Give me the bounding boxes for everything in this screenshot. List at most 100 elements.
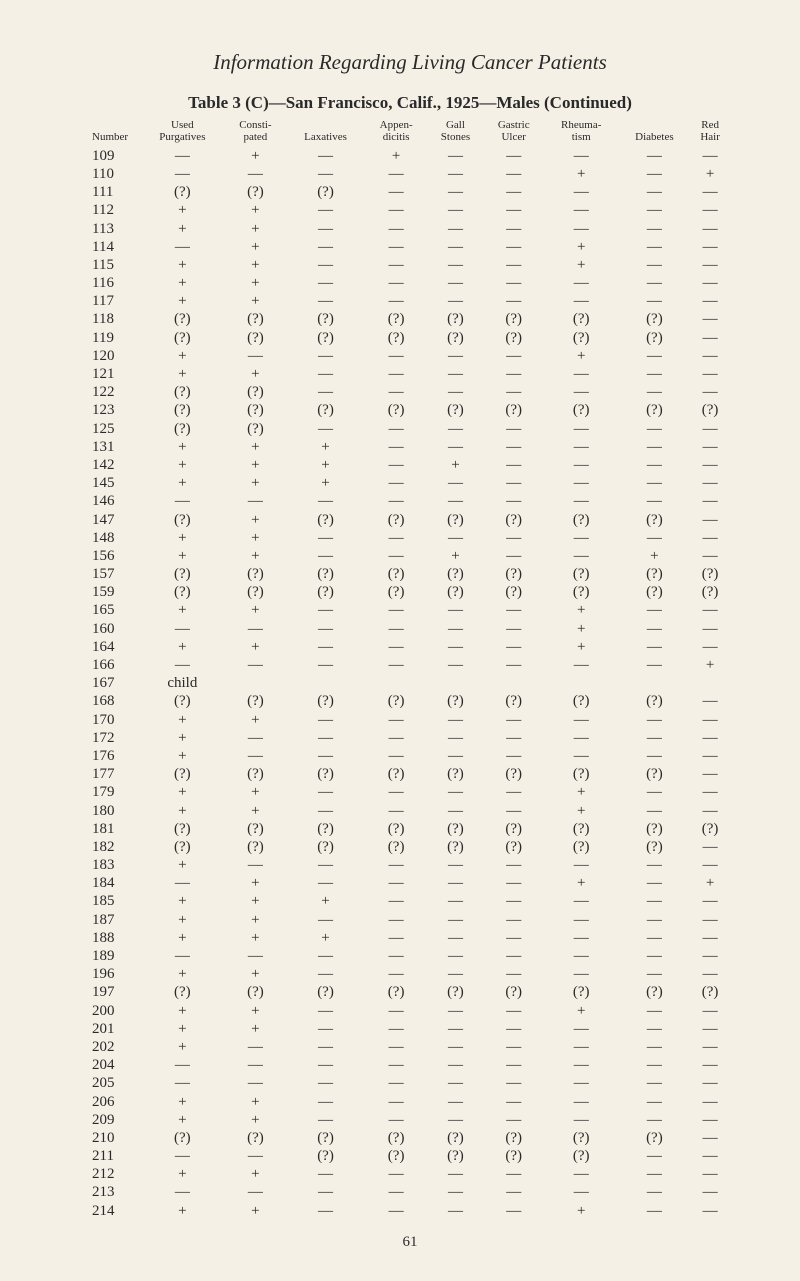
data-cell: (?)	[225, 766, 286, 784]
data-cell: —	[427, 656, 483, 674]
row-number-cell: 112	[90, 202, 140, 220]
data-cell: —	[690, 1202, 730, 1220]
data-cell: —	[140, 147, 225, 165]
data-cell: —	[690, 238, 730, 256]
data-cell: —	[619, 966, 691, 984]
data-cell: —	[427, 220, 483, 238]
data-cell: —	[427, 238, 483, 256]
data-cell: —	[140, 1184, 225, 1202]
data-cell: (?)	[140, 311, 225, 329]
data-cell: (?)	[544, 566, 619, 584]
data-cell: —	[427, 947, 483, 965]
data-cell: +	[140, 347, 225, 365]
data-cell: +	[225, 438, 286, 456]
data-cell: —	[484, 656, 544, 674]
data-cell: —	[140, 875, 225, 893]
data-cell: —	[427, 602, 483, 620]
table-row: 181(?)(?)(?)(?)(?)(?)(?)(?)(?)	[90, 820, 730, 838]
data-cell: —	[365, 220, 427, 238]
data-cell: —	[690, 293, 730, 311]
data-cell: —	[365, 1020, 427, 1038]
data-cell: (?)	[619, 402, 691, 420]
data-cell: —	[365, 438, 427, 456]
data-cell: —	[225, 1038, 286, 1056]
data-cell: —	[225, 747, 286, 765]
data-cell: —	[690, 529, 730, 547]
data-cell: (?)	[140, 820, 225, 838]
data-cell: +	[225, 784, 286, 802]
table-row: 183+————————	[90, 857, 730, 875]
data-cell: (?)	[365, 329, 427, 347]
data-cell: —	[544, 729, 619, 747]
table-row: 211——(?)(?)(?)(?)(?)——	[90, 1148, 730, 1166]
data-cell: —	[427, 911, 483, 929]
data-cell: (?)	[225, 693, 286, 711]
data-cell: —	[427, 365, 483, 383]
data-cell: —	[690, 766, 730, 784]
data-cell: (?)	[140, 184, 225, 202]
data-cell: +	[225, 1002, 286, 1020]
data-cell: +	[365, 147, 427, 165]
row-number-cell: 114	[90, 238, 140, 256]
data-cell: +	[619, 547, 691, 565]
table-row: 176+————————	[90, 747, 730, 765]
data-cell: —	[286, 1020, 365, 1038]
data-cell: —	[484, 547, 544, 565]
col-header: Rheuma-tism	[544, 119, 619, 147]
data-cell: —	[690, 438, 730, 456]
row-number-cell: 166	[90, 656, 140, 674]
data-cell: +	[140, 293, 225, 311]
data-cell: +	[140, 929, 225, 947]
data-cell: —	[427, 1038, 483, 1056]
data-cell: (?)	[365, 693, 427, 711]
col-header: Consti-pated	[225, 119, 286, 147]
col-header: GastricUlcer	[484, 119, 544, 147]
table-row: 172+————————	[90, 729, 730, 747]
data-cell: —	[544, 1111, 619, 1129]
data-cell: +	[140, 1202, 225, 1220]
data-cell: +	[140, 729, 225, 747]
table-body: 109—+—+—————110——————+—+111(?)(?)(?)————…	[90, 147, 730, 1220]
data-cell: —	[286, 202, 365, 220]
row-number-cell: 122	[90, 384, 140, 402]
data-cell: —	[427, 1111, 483, 1129]
data-cell: —	[484, 1093, 544, 1111]
row-number-cell: 113	[90, 220, 140, 238]
row-number-cell: 184	[90, 875, 140, 893]
row-number-cell: 116	[90, 275, 140, 293]
table-row: 157(?)(?)(?)(?)(?)(?)(?)(?)(?)	[90, 566, 730, 584]
data-cell: +	[225, 220, 286, 238]
data-cell: —	[619, 1038, 691, 1056]
col-header: RedHair	[690, 119, 730, 147]
data-cell: —	[619, 420, 691, 438]
data-cell: —	[225, 1148, 286, 1166]
data-cell: —	[365, 529, 427, 547]
col-header: Appen-dicitis	[365, 119, 427, 147]
data-cell: (?)	[427, 584, 483, 602]
data-cell: —	[484, 711, 544, 729]
data-cell: (?)	[427, 566, 483, 584]
row-number-cell: 170	[90, 711, 140, 729]
data-cell: —	[690, 275, 730, 293]
data-cell: —	[140, 947, 225, 965]
data-cell: —	[365, 966, 427, 984]
data-cell: +	[140, 1038, 225, 1056]
data-cell: —	[427, 1093, 483, 1111]
row-number-cell: 182	[90, 838, 140, 856]
table-row: 205—————————	[90, 1075, 730, 1093]
data-cell: —	[427, 1057, 483, 1075]
table-row: 185+++——————	[90, 893, 730, 911]
data-cell: —	[484, 256, 544, 274]
data-cell: —	[484, 293, 544, 311]
data-cell: —	[619, 911, 691, 929]
table-row: 159(?)(?)(?)(?)(?)(?)(?)(?)(?)	[90, 584, 730, 602]
data-cell: +	[225, 638, 286, 656]
data-cell: (?)	[365, 1129, 427, 1147]
data-cell: —	[690, 1111, 730, 1129]
table-row: 188+++——————	[90, 929, 730, 947]
data-cell: (?)	[365, 511, 427, 529]
data-cell: (?)	[225, 402, 286, 420]
data-cell: +	[225, 475, 286, 493]
table-row: 196++———————	[90, 966, 730, 984]
data-cell: (?)	[286, 311, 365, 329]
